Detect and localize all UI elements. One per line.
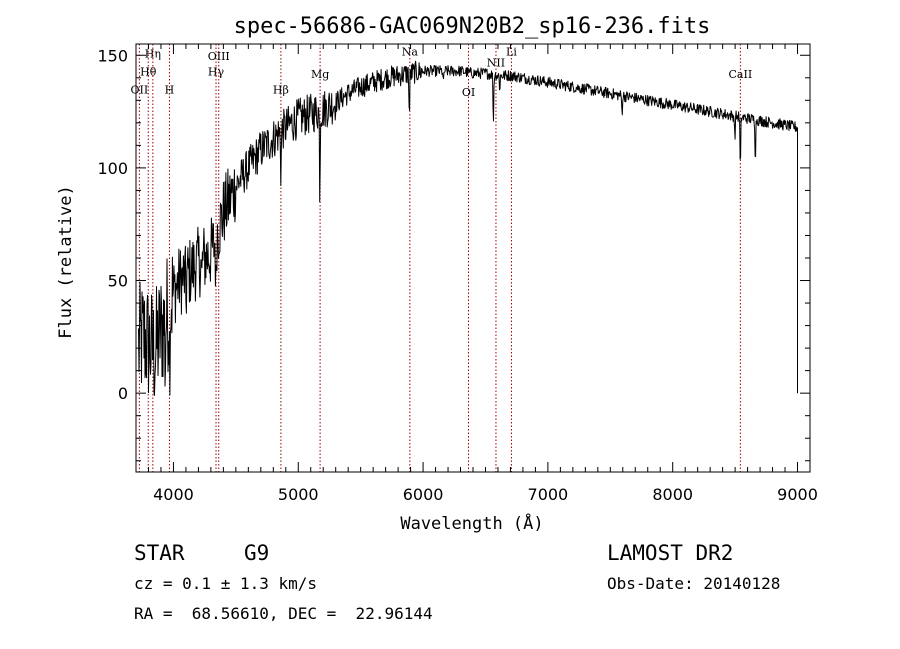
x-tick-label: 7000 xyxy=(528,485,569,504)
x-tick-label: 8000 xyxy=(652,485,693,504)
chart-title: spec-56686-GAC069N20B2_sp16-236.fits xyxy=(234,14,711,39)
y-tick-label: 100 xyxy=(97,159,128,178)
x-tick-label: 5000 xyxy=(278,485,319,504)
line-label-8: Na xyxy=(402,45,419,58)
x-tick-label: 4000 xyxy=(153,485,194,504)
plot-frame xyxy=(135,43,811,473)
survey-name: LAMOST DR2 xyxy=(607,541,734,565)
object-class: STAR xyxy=(134,541,185,565)
line-label-10: NII xyxy=(487,57,505,70)
obs-date: Obs-Date: 20140128 xyxy=(607,574,781,593)
y-axis: 0 50 100 150 xyxy=(97,46,810,462)
coordinates: RA = 68.56610, DEC = 22.96144 xyxy=(134,604,433,623)
line-label-12: CaII xyxy=(729,68,753,81)
line-label-4: Hγ xyxy=(208,66,225,79)
spectrum-line xyxy=(138,60,798,396)
x-tick-label: 6000 xyxy=(403,485,444,504)
y-tick-label: 50 xyxy=(108,272,128,291)
y-tick-label: 0 xyxy=(118,384,128,403)
object-subclass: G9 xyxy=(244,541,270,565)
x-axis-label: Wavelength (Å) xyxy=(400,512,543,534)
y-tick-label: 150 xyxy=(97,46,128,65)
line-label-1: Hθ xyxy=(140,66,157,79)
spectral-line-markers xyxy=(138,44,741,472)
line-label-3: H xyxy=(165,84,175,97)
line-label-11: Li xyxy=(506,45,517,58)
line-label-2: Hη xyxy=(145,48,161,61)
line-label-6: Hβ xyxy=(273,84,289,97)
redshift-cz: cz = 0.1 ± 1.3 km/s xyxy=(134,574,318,593)
line-label-0: OII xyxy=(131,84,149,97)
line-label-9: OI xyxy=(462,86,475,99)
x-axis: 4000 5000 6000 7000 8000 9000 xyxy=(135,44,818,504)
line-label-7: Mg xyxy=(311,68,329,81)
line-label-5: OIII xyxy=(208,50,230,63)
x-tick-label: 9000 xyxy=(777,485,818,504)
y-axis-label: Flux (relative) xyxy=(56,185,76,339)
